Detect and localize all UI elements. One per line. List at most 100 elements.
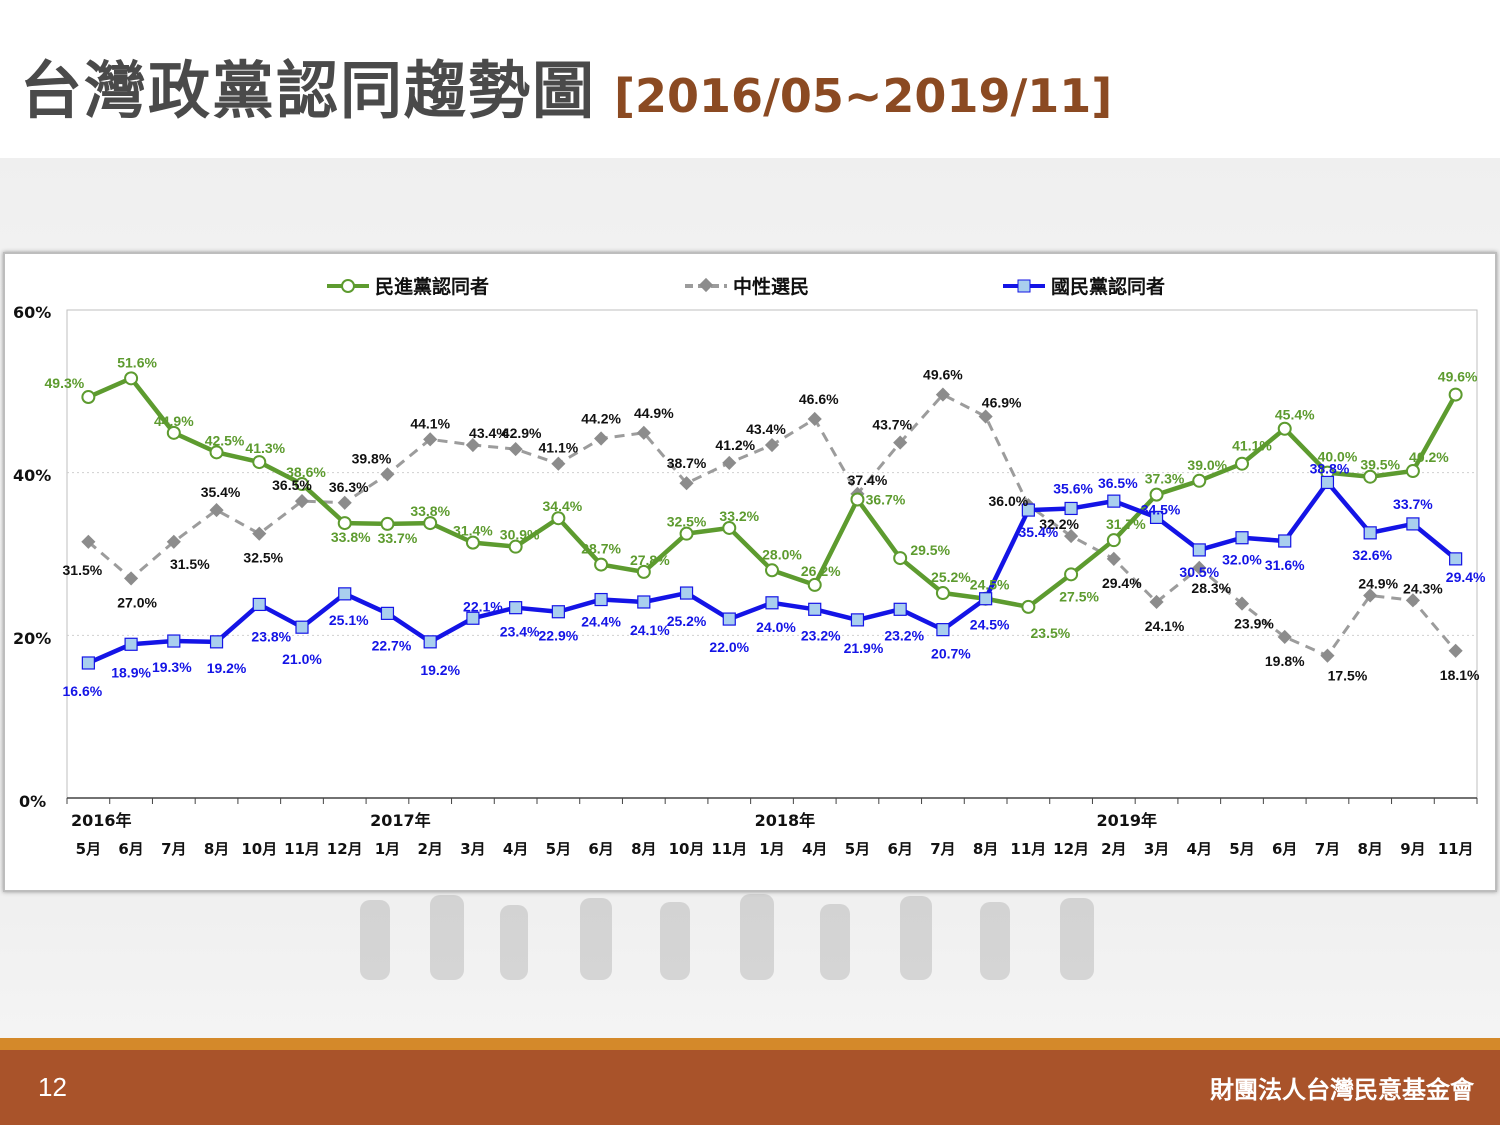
dpp-point [81, 390, 96, 405]
dpp-data-label: 40.0% [1318, 449, 1358, 465]
x-tick-label: 11月 [284, 840, 320, 858]
dpp-data-label: 24.5% [970, 577, 1010, 593]
neutral-point [1448, 643, 1463, 658]
dpp-data-label: 39.5% [1360, 457, 1400, 473]
neutral-point [764, 437, 780, 453]
dpp-point [893, 551, 908, 566]
dpp-data-label: 33.8% [410, 503, 450, 519]
dpp-data-label: 49.6% [1438, 369, 1478, 385]
kmt-point [1107, 494, 1121, 508]
organization-name: 財團法人台灣民意基金會 [1210, 1076, 1474, 1104]
dpp-data-label: 30.9% [500, 527, 540, 543]
dpp-point [508, 539, 523, 554]
kmt-point [551, 605, 565, 619]
x-tick-label: 8月 [973, 840, 998, 858]
x-tick-label: 4月 [1187, 840, 1212, 858]
dpp-data-label: 31.4% [453, 523, 493, 539]
x-tick-label: 9月 [1400, 840, 1425, 858]
dpp-point [1106, 533, 1121, 548]
dpp-point [679, 526, 694, 541]
kmt-point [124, 637, 138, 651]
neutral-point [1405, 593, 1420, 608]
year-label: 2018年 [755, 811, 816, 830]
legend-neutral-marker [698, 277, 714, 293]
neutral-data-label: 18.1% [1440, 667, 1480, 683]
dpp-point [807, 577, 822, 592]
kmt-data-label: 21.0% [282, 651, 322, 667]
neutral-data-label: 41.1% [539, 440, 579, 456]
kmt-data-label: 23.2% [884, 627, 924, 643]
kmt-data-label: 18.9% [111, 664, 151, 680]
dpp-point [1235, 456, 1249, 471]
legend-dpp-label: 民進黨認同者 [375, 275, 489, 298]
neutral-data-label: 24.1% [1145, 618, 1185, 634]
x-tick-label: 11月 [1438, 840, 1474, 858]
x-tick-label: 2月 [417, 840, 442, 858]
legend-dpp-marker [341, 279, 355, 293]
neutral-data-label: 41.2% [715, 437, 755, 453]
neutral-point [636, 425, 651, 440]
kmt-data-label: 24.4% [581, 614, 621, 630]
neutral-point [81, 534, 96, 549]
dpp-point [166, 425, 181, 440]
kmt-data-label: 24.5% [970, 617, 1010, 633]
neutral-data-label: 24.9% [1358, 575, 1398, 591]
dpp-data-label: 27.5% [1059, 588, 1099, 604]
kmt-data-label: 23.4% [500, 624, 540, 640]
y-tick-40: 40% [13, 466, 51, 485]
neutral-data-label: 35.4% [201, 484, 241, 500]
neutral-point [465, 437, 480, 453]
kmt-data-label: 24.0% [756, 619, 796, 635]
kmt-point [765, 596, 779, 610]
dpp-data-label: 42.5% [205, 432, 245, 448]
neutral-point [551, 456, 566, 471]
neutral-data-label: 24.3% [1403, 580, 1443, 596]
dpp-data-label: 49.3% [45, 375, 85, 391]
x-tick-label: 4月 [503, 840, 528, 858]
dpp-point [380, 516, 395, 531]
kmt-point [1149, 510, 1164, 524]
dpp-data-label: 28.0% [762, 546, 802, 562]
dpp-point [423, 516, 438, 531]
x-tick-label: 11月 [1010, 840, 1046, 858]
dpp-data-label: 28.7% [581, 541, 621, 557]
neutral-data-label: 32.2% [1039, 516, 1079, 532]
neutral-data-label: 44.2% [581, 411, 621, 427]
kmt-point [380, 606, 395, 620]
crowd-silhouette-decoration [360, 894, 1094, 980]
dpp-data-label: 32.5% [667, 514, 707, 530]
title-text: 台灣政黨認同趨勢圖 [20, 54, 597, 127]
footer-accent-line [0, 1038, 1500, 1050]
dpp-point [765, 563, 779, 578]
dpp-data-label: 31.7% [1106, 516, 1146, 532]
neutral-point [679, 476, 694, 491]
kmt-data-label: 34.5% [1141, 501, 1181, 517]
neutral-data-label: 31.5% [170, 556, 210, 572]
neutral-data-label: 36.0% [989, 493, 1029, 509]
dpp-data-label: 26.2% [801, 563, 841, 579]
x-tick-label: 8月 [1357, 840, 1382, 858]
dpp-point [1192, 473, 1207, 488]
kmt-point [1320, 475, 1335, 490]
kmt-data-label: 32.0% [1222, 552, 1262, 568]
kmt-data-label: 38.8% [1310, 460, 1350, 476]
plot-area: 5月 6月 7月 8月 10月 11月 12月 1月 2月 3月 4月 5月 6月 8月 10月 11月 1月 4… [45, 309, 1486, 858]
kmt-point [1406, 517, 1420, 531]
dpp-data-label: 33.7% [378, 530, 418, 546]
dpp-point [636, 564, 651, 579]
dpp-data-label: 51.6% [117, 354, 157, 370]
neutral-point [166, 534, 181, 549]
kmt-data-label: 21.9% [844, 640, 884, 656]
neutral-data-label: 36.5% [272, 477, 312, 493]
x-tick-label: 7月 [930, 840, 955, 858]
kmt-data-label: 22.0% [709, 639, 749, 655]
neutral-data-label: 36.3% [329, 479, 369, 495]
x-tick-label: 8月 [631, 840, 656, 858]
legend-kmt-marker [1017, 279, 1031, 293]
kmt-data-label: 22.1% [463, 598, 503, 614]
x-tick-label: 10月 [669, 840, 705, 858]
dpp-point [209, 445, 224, 460]
y-tick-20: 20% [13, 629, 51, 648]
neutral-data-label: 46.9% [982, 395, 1022, 411]
dpp-point [337, 516, 352, 531]
